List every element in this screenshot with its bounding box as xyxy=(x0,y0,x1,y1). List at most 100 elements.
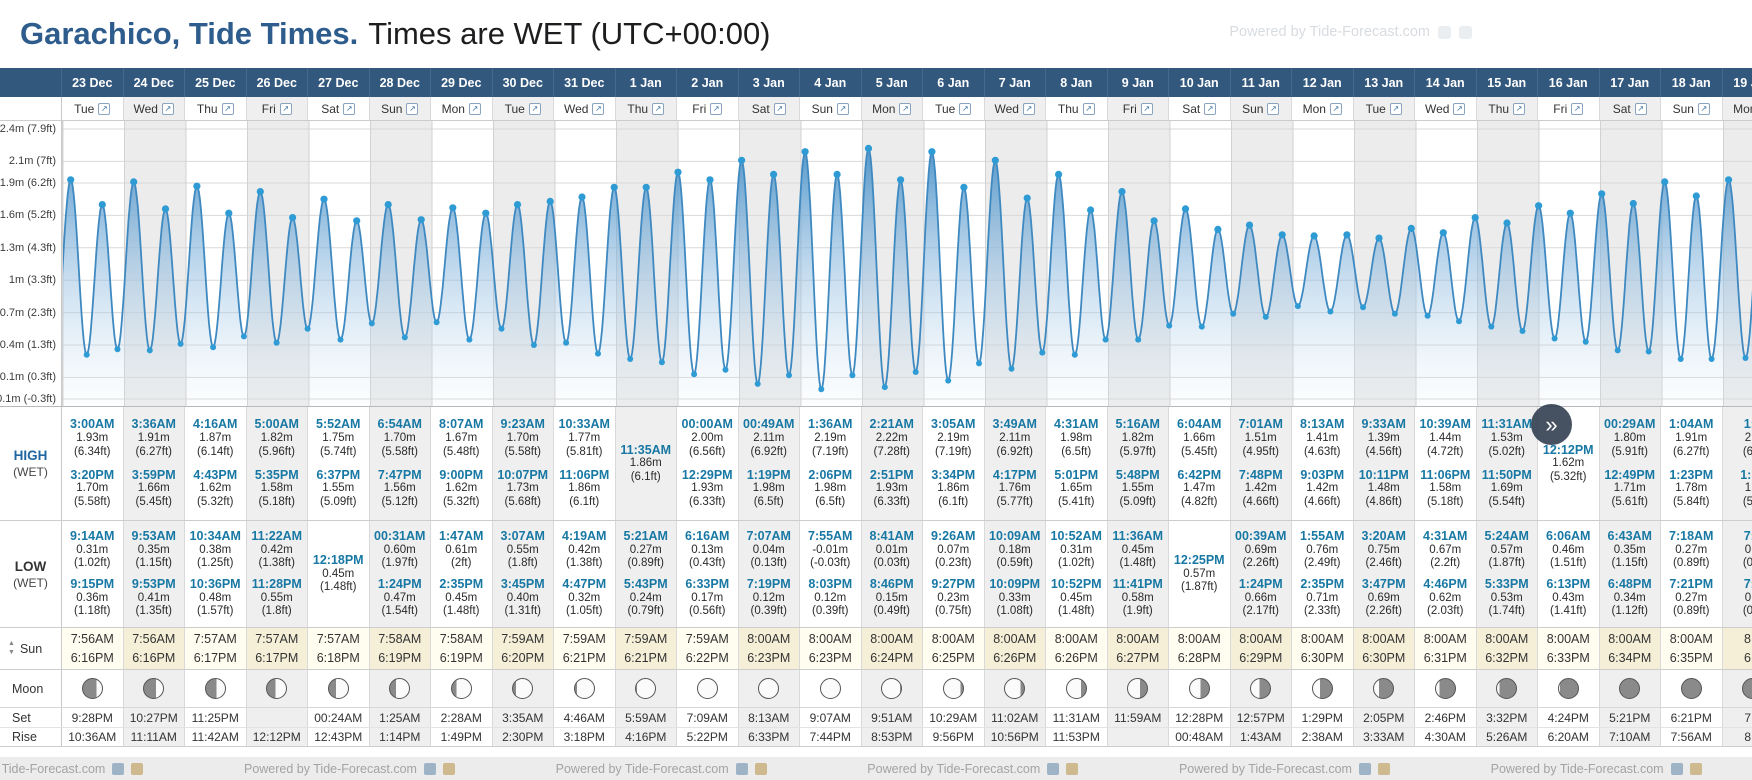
moonset-time-cell: 4:46AM xyxy=(554,708,616,727)
expand-day-icon[interactable]: ↗ xyxy=(1204,102,1217,115)
low-tide-entry: 5:24AM 0.57m (1.87ft) xyxy=(1485,529,1529,571)
sunrise-arrow-icon: ▲ xyxy=(8,640,15,648)
low-tide-height-ft: (0.39ft) xyxy=(750,605,787,618)
expand-day-icon[interactable]: ↗ xyxy=(1571,102,1584,115)
expand-day-icon[interactable]: ↗ xyxy=(1140,102,1153,115)
expand-day-icon[interactable]: ↗ xyxy=(836,102,849,115)
footer-badge-icon[interactable] xyxy=(754,762,767,775)
footer-text[interactable]: Powered by Tide-Forecast.com xyxy=(1178,761,1352,776)
expand-day-icon[interactable]: ↗ xyxy=(899,102,912,115)
footer-badge-icon[interactable] xyxy=(112,762,125,775)
tide-extreme-dot xyxy=(513,201,522,209)
high-tide-cell: 10:39AM 1.44m (4.72ft) 11:06PM 1.58m (5.18ft) xyxy=(1415,407,1477,520)
footer-badge-icon[interactable] xyxy=(1047,762,1060,775)
footer-text[interactable]: Powered by Tide-Forecast.com xyxy=(0,761,106,776)
high-tide-height-ft: (5.09ft) xyxy=(320,496,357,508)
expand-day-icon[interactable]: ↗ xyxy=(1267,102,1280,115)
high-tide-height-ft: (5.61ft) xyxy=(1611,496,1648,508)
expand-day-icon[interactable]: ↗ xyxy=(1082,102,1095,115)
expand-day-icon[interactable]: ↗ xyxy=(773,102,786,115)
low-tide-entry: 3:07AM 0.55m (1.8ft) xyxy=(501,529,545,571)
footer-badge-icon[interactable] xyxy=(1358,762,1371,775)
high-tide-time: 1:36AM xyxy=(808,417,853,432)
high-tide-height-ft: (6.1ft) xyxy=(938,496,969,508)
footer-badge-icon[interactable] xyxy=(423,762,436,775)
moon-phase-cell xyxy=(1046,670,1108,707)
tide-extreme-dot xyxy=(991,156,999,164)
expand-arrow-icon: ↗ xyxy=(471,103,479,113)
high-tide-height-ft: (5.96ft) xyxy=(258,445,295,458)
high-tide-time: 4:16AM xyxy=(193,417,238,432)
moonrise-time-cell: 1:43AM xyxy=(1230,728,1292,746)
high-tide-time: 6:42PM xyxy=(1177,467,1222,482)
expand-day-icon[interactable]: ↗ xyxy=(592,102,605,115)
moon-label: Moon xyxy=(12,681,44,696)
sunset-time: 6:25PM xyxy=(931,650,975,665)
footer-text[interactable]: Powered by Tide-Forecast.com xyxy=(243,761,417,776)
low-tide-height-ft: (1.35ft) xyxy=(135,605,172,618)
high-tide-cell: 1:04AM 1.91m (6.27ft) 1:23PM 1.78m (5.84ft) xyxy=(1661,407,1723,520)
weekday-cell: Tue ↗ xyxy=(923,97,985,120)
footer-text[interactable]: Powered by Tide-Forecast.com xyxy=(555,761,729,776)
sunset-time: 6:26PM xyxy=(1054,650,1098,665)
high-tide-height-ft: (6.27ft) xyxy=(135,445,172,458)
high-tide-entry: 12:12PM 1.62m (5.32ft) xyxy=(1543,443,1594,485)
low-tide-height-m: 0.2 xyxy=(1744,543,1752,556)
moon-phase-cell xyxy=(1353,670,1415,707)
moon-phase-icon xyxy=(327,678,349,699)
low-tide-cell: 00:31AM 0.60m (1.97ft) 1:24PM 0.47m (1.54ft) xyxy=(369,521,431,627)
scroll-right-button[interactable]: » xyxy=(1531,404,1572,445)
high-tide-height-ft: (5.58ft) xyxy=(381,445,418,458)
expand-day-icon[interactable]: ↗ xyxy=(1389,102,1402,115)
footer-badge-icon[interactable] xyxy=(1689,762,1702,775)
high-tide-entry: 7:47PM 1.56m (5.12ft) xyxy=(378,468,422,510)
low-tide-cell: 6:06AM 0.46m (1.51ft) 6:13PM 0.43m (1.41ft) xyxy=(1538,521,1600,627)
expand-day-icon[interactable]: ↗ xyxy=(710,102,723,115)
high-tide-time: 11:50PM xyxy=(1481,467,1532,482)
high-tide-time: 2:21AM xyxy=(869,417,914,432)
footer-badge-icon[interactable] xyxy=(735,762,748,775)
tide-chart-svg xyxy=(63,121,1752,406)
footer-badge-icon[interactable] xyxy=(1670,762,1683,775)
moonrise-time-cell: 10:36AM xyxy=(62,728,124,746)
moon-phase-cell xyxy=(1599,670,1661,707)
expand-day-icon[interactable]: ↗ xyxy=(1022,102,1035,115)
footer-text[interactable]: Powered by Tide-Forecast.com xyxy=(1490,761,1664,776)
high-tide-height-m: 1.58m xyxy=(260,482,293,495)
high-tide-height-m: 2.0 xyxy=(1744,432,1752,445)
tide-extreme-dot xyxy=(1456,318,1462,325)
footer-badge-icon[interactable] xyxy=(1066,762,1079,775)
expand-day-icon[interactable]: ↗ xyxy=(652,102,665,115)
tide-extreme-dot xyxy=(1424,312,1431,319)
expand-day-icon[interactable]: ↗ xyxy=(1697,102,1710,115)
expand-day-icon[interactable]: ↗ xyxy=(161,102,174,115)
expand-day-icon[interactable]: ↗ xyxy=(1634,102,1647,115)
high-tide-height-ft: (6.33ft) xyxy=(689,496,726,508)
expand-day-icon[interactable]: ↗ xyxy=(1453,102,1466,115)
expand-day-icon[interactable]: ↗ xyxy=(343,102,356,115)
expand-day-icon[interactable]: ↗ xyxy=(1513,102,1526,115)
tide-extreme-dot xyxy=(240,333,247,340)
low-tide-height-m: 0.31m xyxy=(76,543,109,556)
moon-phase-icon xyxy=(635,678,657,699)
footer-text[interactable]: Powered by Tide-Forecast.com xyxy=(867,761,1041,776)
expand-day-icon[interactable]: ↗ xyxy=(221,102,234,115)
low-tide-height-m: 0.24m xyxy=(629,591,662,604)
timezone-note: Times are WET (UTC+00:00) xyxy=(368,16,771,51)
footer-badge-icon[interactable] xyxy=(442,762,455,775)
moonrise-time-cell: 7:56AM xyxy=(1661,728,1723,746)
tide-extreme-dot xyxy=(466,336,473,343)
expand-day-icon[interactable]: ↗ xyxy=(468,102,481,115)
expand-day-icon[interactable]: ↗ xyxy=(406,102,419,115)
expand-day-icon[interactable]: ↗ xyxy=(279,102,292,115)
high-tide-cell: 6:54AM 1.70m (5.58ft) 7:47PM 1.56m (5.12ft) xyxy=(369,407,431,520)
expand-day-icon[interactable]: ↗ xyxy=(1329,102,1342,115)
footer-badge-icon[interactable] xyxy=(1377,762,1390,775)
footer-badge-icon[interactable] xyxy=(131,762,144,775)
expand-day-icon[interactable]: ↗ xyxy=(98,102,111,115)
expand-day-icon[interactable]: ↗ xyxy=(528,102,541,115)
high-tide-cell: 5:52AM 1.75m (5.74ft) 6:37PM 1.55m (5.09ft) xyxy=(308,407,370,520)
expand-day-icon[interactable]: ↗ xyxy=(959,102,972,115)
low-tide-height-ft: (0.79ft) xyxy=(627,605,664,618)
high-tide-entry: 00:49AM 2.11m (6.92ft) xyxy=(743,417,794,459)
